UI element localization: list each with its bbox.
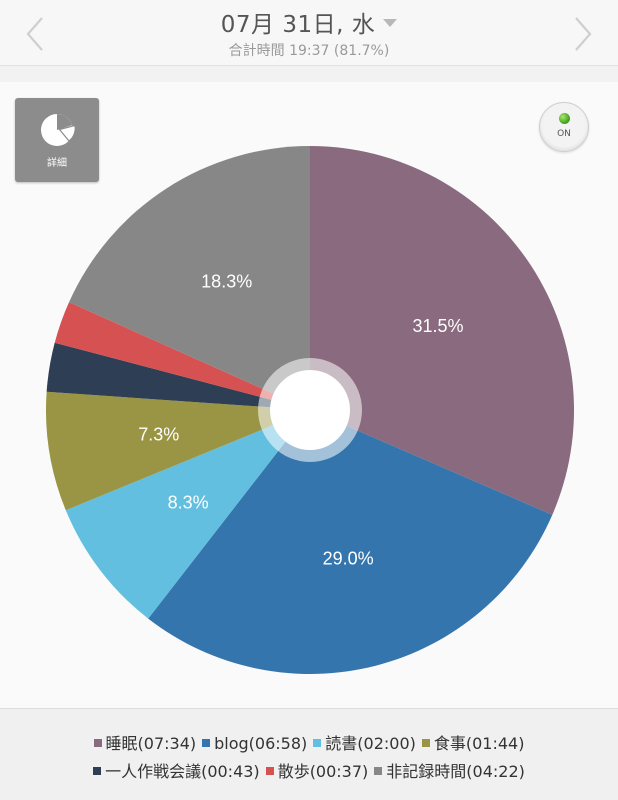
date-title-text: 07月 31日, 水 — [220, 12, 376, 38]
pie-chart: 31.5% 29.0% 8.3% 7.3% 18.3% — [46, 146, 575, 675]
legend-row-2: 一人作戦会議(00:43) 散歩(00:37) 非記録時間(04:22) — [0, 758, 618, 782]
legend-label: 一人作戦会議(00:43) — [105, 762, 260, 781]
legend-label: blog(06:58) — [214, 734, 308, 753]
status-led-icon — [559, 113, 570, 124]
slice-label-sleep: 31.5% — [412, 316, 463, 336]
legend-label: 散歩(00:37) — [277, 762, 369, 781]
detail-button-label: 詳細 — [47, 158, 67, 169]
legend-label: 食事(01:44) — [433, 734, 525, 753]
legend-swatch — [202, 739, 211, 747]
legend-swatch — [93, 739, 102, 747]
legend-swatch — [93, 767, 102, 775]
date-selector[interactable]: 07月 31日, 水 — [0, 5, 618, 39]
pie-slice-blog[interactable] — [148, 410, 553, 675]
chevron-right-icon — [575, 17, 592, 51]
legend-label: 睡眠(07:34) — [105, 734, 197, 753]
slice-label-unrecorded: 18.3% — [201, 272, 252, 292]
pie-slice-unrecorded[interactable] — [69, 146, 310, 410]
pie-slice-strategy[interactable] — [46, 342, 310, 410]
legend-label: 読書(02:00) — [325, 734, 416, 753]
pie-slice-reading[interactable] — [65, 410, 310, 619]
chevron-down-icon — [383, 18, 398, 27]
slice-label-reading: 8.3% — [168, 493, 209, 513]
previous-day-button[interactable] — [22, 14, 50, 54]
legend-swatch — [421, 739, 430, 747]
slice-label-meal: 7.3% — [138, 424, 179, 444]
pie-slice-meal[interactable] — [46, 391, 310, 511]
chart-legend: 睡眠(07:34) blog(06:58) 読書(02:00) 食事(01:44) 一… — [0, 708, 618, 800]
toggle-label: ON — [557, 129, 571, 139]
pie-slice-sleep[interactable] — [310, 146, 575, 515]
chevron-left-icon — [26, 17, 43, 51]
pie-slice-walk[interactable] — [54, 302, 311, 410]
legend-item: 一人作戦会議(00:43) — [93, 758, 260, 782]
chart-area: 31.5% 29.0% 8.3% 7.3% 18.3% 詳細 ON — [0, 82, 618, 708]
total-time-text: 合計時間 19:37 (81.7%) — [228, 43, 390, 59]
donut-hole — [270, 370, 350, 450]
legend-row-1: 睡眠(07:34) blog(06:58) 読書(02:00) 食事(01:44) — [0, 730, 618, 754]
legend-swatch — [265, 767, 274, 775]
slice-label-blog: 29.0% — [323, 548, 374, 568]
legend-swatch — [374, 767, 383, 775]
legend-item: blog(06:58) — [202, 734, 307, 753]
legend-item: 散歩(00:37) — [265, 758, 369, 782]
date-header: 07月 31日, 水 合計時間 19:37 (81.7%) — [0, 0, 618, 66]
on-toggle-button[interactable]: ON — [539, 102, 589, 152]
next-day-button[interactable] — [568, 14, 596, 54]
legend-item: 睡眠(07:34) — [93, 730, 197, 754]
legend-item: 非記録時間(04:22) — [374, 758, 525, 782]
legend-label: 非記録時間(04:22) — [386, 762, 525, 781]
legend-item: 食事(01:44) — [421, 730, 525, 754]
detail-button[interactable]: 詳細 — [15, 98, 99, 182]
legend-item: 読書(02:00) — [313, 730, 416, 754]
legend-swatch — [313, 739, 322, 747]
pie-chart-icon — [41, 114, 75, 146]
